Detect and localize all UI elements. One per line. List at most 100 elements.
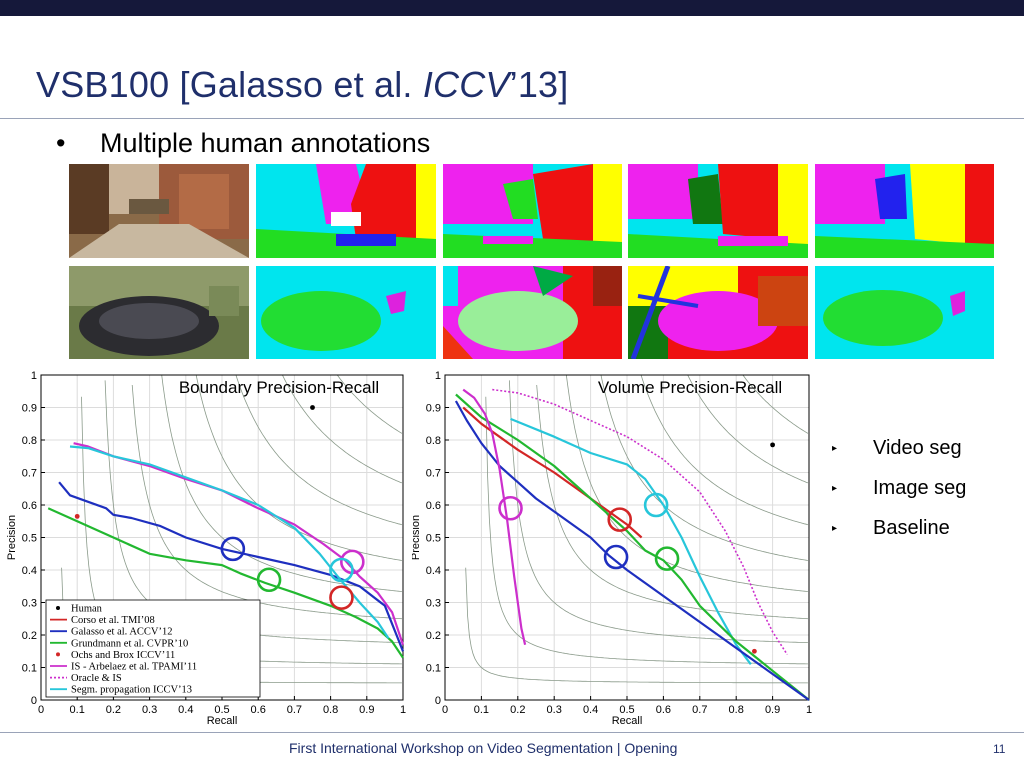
title-main: VSB100 [Galasso et al. xyxy=(36,64,423,105)
mushroom-annotation-1 xyxy=(256,266,436,359)
legend-label: Oracle & IS xyxy=(71,673,122,684)
x-tick-label: 0.9 xyxy=(765,704,780,716)
x-tick-label: 0.5 xyxy=(214,704,229,716)
x-tick-label: 0.4 xyxy=(583,704,598,716)
legend-label: IS - Arbelaez et al. TPAMI’11 xyxy=(71,662,197,673)
y-tick-label: 0.3 xyxy=(426,598,441,610)
x-tick-label: 0.2 xyxy=(106,704,121,716)
legend-swatch xyxy=(56,652,60,657)
x-tick-label: 0.1 xyxy=(474,704,489,716)
series-line xyxy=(462,406,643,539)
x-axis-label: Recall xyxy=(612,715,643,727)
y-tick-label: 0.1 xyxy=(22,663,37,675)
title-divider xyxy=(0,118,1024,119)
bullet-item: • Multiple human annotations xyxy=(56,128,430,159)
x-tick-label: 0.8 xyxy=(729,704,744,716)
top-bar xyxy=(0,0,1024,16)
legend-label: Baseline xyxy=(873,516,950,539)
legend-item-video-seg: ▸ Video seg xyxy=(830,428,966,468)
iso-f-curve xyxy=(536,384,808,620)
legend-item-baseline: ▸ Baseline xyxy=(830,508,966,548)
iso-f-curve xyxy=(485,396,808,665)
y-tick-label: 0 xyxy=(31,695,37,707)
legend-label: Corso et al. TMI’08 xyxy=(71,615,155,626)
title-conference: ICCV xyxy=(422,64,510,105)
y-tick-label: 0.8 xyxy=(426,435,441,447)
x-tick-label: 0.3 xyxy=(142,704,157,716)
y-tick-label: 0.5 xyxy=(22,533,37,545)
highlight-circle xyxy=(329,557,354,583)
y-tick-label: 1 xyxy=(31,370,37,382)
y-axis-label: Precision xyxy=(412,515,422,560)
bullet-marker: • xyxy=(56,128,66,158)
x-axis-label: Recall xyxy=(207,715,238,727)
y-axis-label: Precision xyxy=(6,515,18,560)
highlight-circle xyxy=(654,546,680,571)
chart-title: Volume Precision-Recall xyxy=(598,378,782,397)
iso-f-curve xyxy=(600,375,808,561)
legend-label: Video seg xyxy=(873,436,962,459)
legend-label: Grundmann et al. CVPR’10 xyxy=(71,638,188,649)
y-tick-label: 0 xyxy=(435,695,441,707)
data-point xyxy=(752,648,757,654)
volume-precision-recall-chart: 00 0.1 0.1 0.2 0.2 0.3 0.3 0.4 0.4 0.5 0.5 0.6 0.6 0.… xyxy=(412,370,812,727)
footer-text: First International Workshop on Video Se… xyxy=(289,740,678,756)
x-tick-label: 0.7 xyxy=(287,704,302,716)
x-tick-label: 0.7 xyxy=(692,704,707,716)
y-tick-label: 0.3 xyxy=(22,598,37,610)
data-point xyxy=(74,513,80,519)
y-tick-label: 0.1 xyxy=(426,663,441,675)
iso-f-curve xyxy=(742,375,809,434)
highlight-circle xyxy=(643,492,669,518)
series-line xyxy=(462,388,527,646)
y-tick-label: 0.4 xyxy=(22,565,37,577)
x-tick-label: 0.4 xyxy=(178,704,193,716)
grid xyxy=(445,375,809,700)
x-tick-label: 1 xyxy=(806,704,812,716)
series-line xyxy=(454,400,810,701)
iso-f-curve xyxy=(687,375,809,484)
y-tick-label: 0.9 xyxy=(426,403,441,415)
legend-label: Human xyxy=(71,604,103,615)
iso-f-curve xyxy=(465,567,808,684)
x-tick-label: 0.8 xyxy=(323,704,338,716)
y-tick-label: 0.8 xyxy=(22,435,37,447)
series-line xyxy=(510,417,752,665)
legend-label: Galasso et al. ACCV’12 xyxy=(71,627,173,638)
iso-f-curves xyxy=(465,375,809,684)
iso-f-curve xyxy=(235,375,403,526)
legend-label: Image seg xyxy=(873,476,967,499)
iso-f-curve xyxy=(565,375,808,592)
highlight-circle xyxy=(498,495,523,521)
legend-swatch xyxy=(56,606,60,610)
y-tick-label: 0.2 xyxy=(426,630,441,642)
x-tick-label: 0.5 xyxy=(619,704,634,716)
y-tick-label: 0.9 xyxy=(22,403,37,415)
x-tick-label: 0 xyxy=(442,704,448,716)
legend-label: Ochs and Brox ICCV’11 xyxy=(71,650,175,661)
temple-annotation-4 xyxy=(815,164,994,258)
iso-f-curve xyxy=(131,384,402,620)
x-tick-label: 1 xyxy=(400,704,406,716)
series-line xyxy=(455,393,810,701)
y-tick-label: 0.6 xyxy=(22,500,37,512)
legend-marker: ▸ xyxy=(832,482,838,494)
bullet-text: Multiple human annotations xyxy=(100,128,431,158)
footer-divider xyxy=(0,732,1024,733)
x-tick-label: 0.6 xyxy=(656,704,671,716)
series-line xyxy=(492,388,788,655)
boundary-precision-recall-chart: 00 0.1 0.1 0.2 0.2 0.3 0.3 0.4 0.4 0.5 0.5 0.6 0.6 0.… xyxy=(6,370,406,727)
x-tick-label: 0.3 xyxy=(547,704,562,716)
iso-f-curve xyxy=(640,375,809,526)
iso-f-curve xyxy=(281,375,403,484)
temple-annotation-3 xyxy=(628,164,808,258)
method-legend: ▸ Video seg ▸ Image seg ▸ Baseline xyxy=(830,428,966,548)
mushroom-photo xyxy=(69,266,249,359)
highlight-circle xyxy=(220,536,246,562)
x-tick-label: 0.6 xyxy=(251,704,266,716)
highlight-circle xyxy=(603,544,629,570)
temple-annotation-2 xyxy=(443,164,622,258)
data-point xyxy=(770,442,775,448)
iso-f-curve xyxy=(336,375,403,434)
y-tick-label: 0.2 xyxy=(22,630,37,642)
